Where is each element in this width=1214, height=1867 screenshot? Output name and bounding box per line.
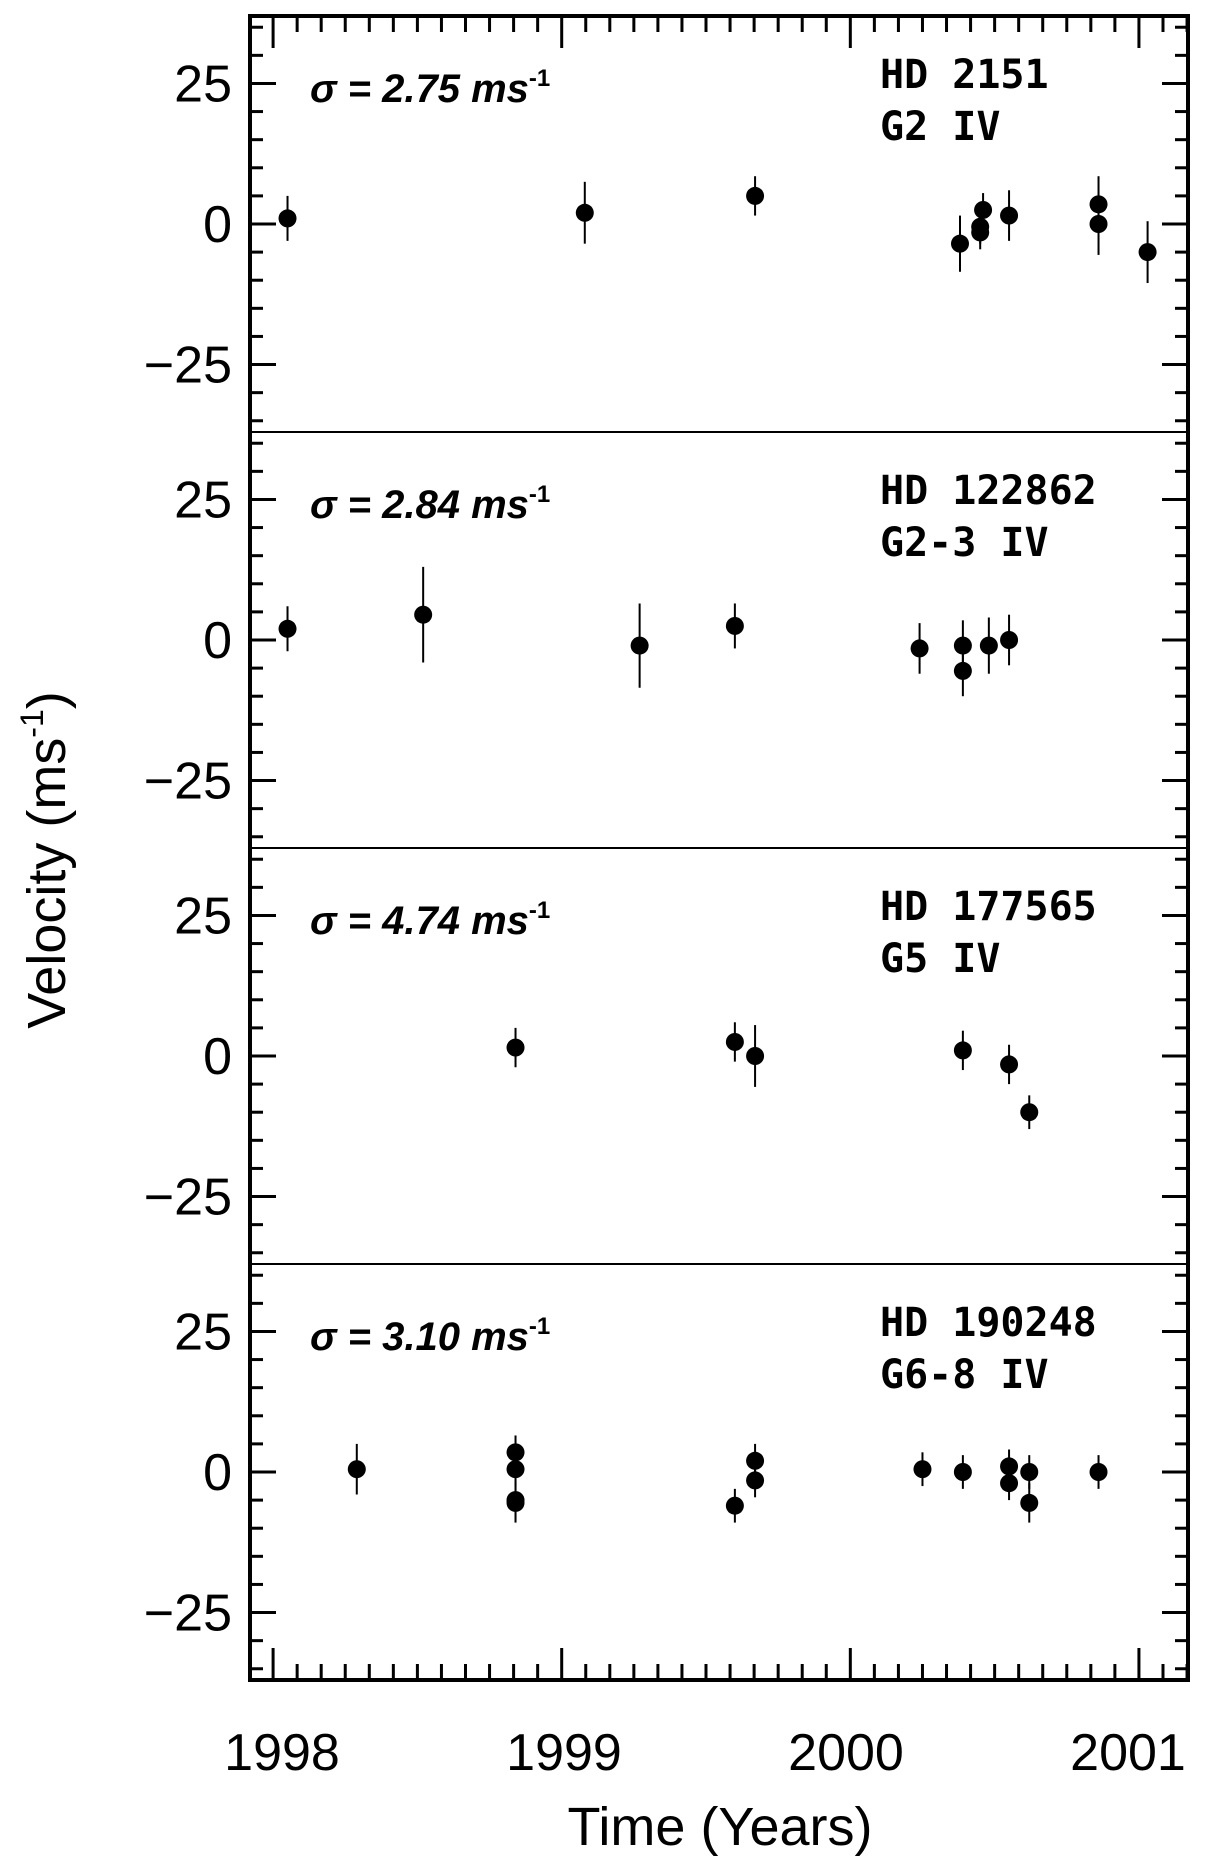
- data-point: [278, 619, 297, 638]
- spectral-type: G2-3 IV: [880, 520, 1049, 566]
- star-name: HD 177565: [880, 884, 1097, 930]
- sigma-unit-exponent: -1: [529, 65, 550, 92]
- data-point: [971, 217, 990, 236]
- star-name: HD 190248: [880, 1300, 1097, 1346]
- data-point: [950, 234, 969, 253]
- data-point: [575, 203, 594, 222]
- y-tick-label: −25: [144, 753, 232, 811]
- data-point: [910, 639, 929, 658]
- panel-1: 25 0 −25 σ = 2.75 ms-1 HD 2151 G2 IV: [144, 16, 1189, 423]
- y-tick-label: 25: [174, 887, 232, 945]
- sigma-annotation: σ = 2.75 ms-1: [310, 65, 550, 111]
- sigma-annotation: σ = 3.10 ms-1: [310, 1313, 550, 1359]
- panel-4: 25 0 −25 σ = 3.10 ms-1 HD 190248 G6-8 IV: [144, 1263, 1189, 1680]
- data-point: [913, 1460, 932, 1479]
- data-point: [1089, 1463, 1108, 1481]
- data-point: [974, 200, 993, 219]
- spectral-type: G6-8 IV: [880, 1352, 1049, 1398]
- data-point: [953, 1463, 972, 1481]
- star-name: HD 2151: [880, 52, 1049, 98]
- sigma-unit-exponent: -1: [529, 1313, 550, 1340]
- y-axis-label: Velocity (ms-1): [14, 691, 77, 1029]
- data-point: [1000, 1474, 1019, 1493]
- data-point: [725, 1496, 744, 1515]
- sigma-annotation: σ = 4.74 ms-1: [310, 897, 550, 943]
- sigma-symbol: σ = 3.10 ms: [310, 1315, 529, 1359]
- data-point: [1020, 1493, 1039, 1512]
- sigma-symbol: σ = 2.84 ms: [310, 483, 529, 527]
- spectral-type: G5 IV: [880, 936, 1000, 982]
- sigma-symbol: σ = 4.74 ms: [310, 899, 529, 943]
- panel-3: 25 0 −25 σ = 4.74 ms-1 HD 177565 G5 IV: [144, 847, 1188, 1255]
- y-tick-label: 0: [203, 196, 232, 254]
- star-name: HD 122862: [880, 468, 1097, 514]
- data-point: [630, 636, 649, 655]
- data-point: [278, 209, 297, 228]
- y-tick-label: 0: [203, 1444, 232, 1502]
- x-tick-label-2001: 2001: [1070, 1724, 1186, 1782]
- x-tick-labels: 1998 1999 2000 2001: [224, 1724, 1186, 1782]
- y-axis-label-exponent: -1: [14, 709, 50, 737]
- data-point: [746, 186, 765, 205]
- data-point: [746, 1047, 765, 1065]
- y-tick-label: 25: [174, 471, 232, 529]
- data-point: [979, 636, 998, 655]
- data-point: [1138, 243, 1157, 262]
- data-point: [725, 616, 744, 635]
- y-tick-label: 0: [203, 1028, 232, 1086]
- data-point: [506, 1038, 525, 1057]
- data-point: [1000, 206, 1019, 225]
- y-axis-label-main: Velocity (ms: [17, 738, 77, 1029]
- x-tick-label-1998: 1998: [224, 1724, 340, 1782]
- data-point: [746, 1471, 765, 1490]
- x-tick-label-2000: 2000: [788, 1724, 904, 1782]
- sigma-unit-exponent: -1: [529, 897, 550, 924]
- data-point: [746, 1451, 765, 1470]
- data-point: [506, 1460, 525, 1479]
- data-point: [953, 661, 972, 680]
- data-point: [414, 605, 433, 624]
- sigma-unit-exponent: -1: [529, 481, 550, 508]
- data-point: [953, 1041, 972, 1060]
- x-axis-label: Time (Years): [567, 1797, 872, 1857]
- sigma-symbol: σ = 2.75 ms: [310, 67, 529, 111]
- y-tick-label: 0: [203, 612, 232, 670]
- data-point: [1000, 631, 1019, 649]
- x-tick-label-1999: 1999: [506, 1724, 622, 1782]
- data-point: [506, 1493, 525, 1512]
- y-tick-label: −25: [144, 337, 232, 395]
- data-point: [1000, 1055, 1019, 1074]
- data-point: [1020, 1463, 1039, 1481]
- y-tick-label: 25: [174, 1303, 232, 1361]
- sigma-annotation: σ = 2.84 ms-1: [310, 481, 550, 527]
- y-tick-label: −25: [144, 1585, 232, 1643]
- data-point: [347, 1460, 366, 1479]
- panel-2: 25 0 −25 σ = 2.84 ms-1 HD 122862 G2-3 IV: [144, 431, 1188, 839]
- spectral-type: G2 IV: [880, 104, 1000, 150]
- y-axis-label-close: ): [17, 691, 77, 709]
- y-tick-label: 25: [174, 55, 232, 113]
- y-tick-label: −25: [144, 1169, 232, 1227]
- data-point: [1089, 215, 1108, 233]
- data-point: [725, 1032, 744, 1051]
- data-point: [1020, 1103, 1039, 1122]
